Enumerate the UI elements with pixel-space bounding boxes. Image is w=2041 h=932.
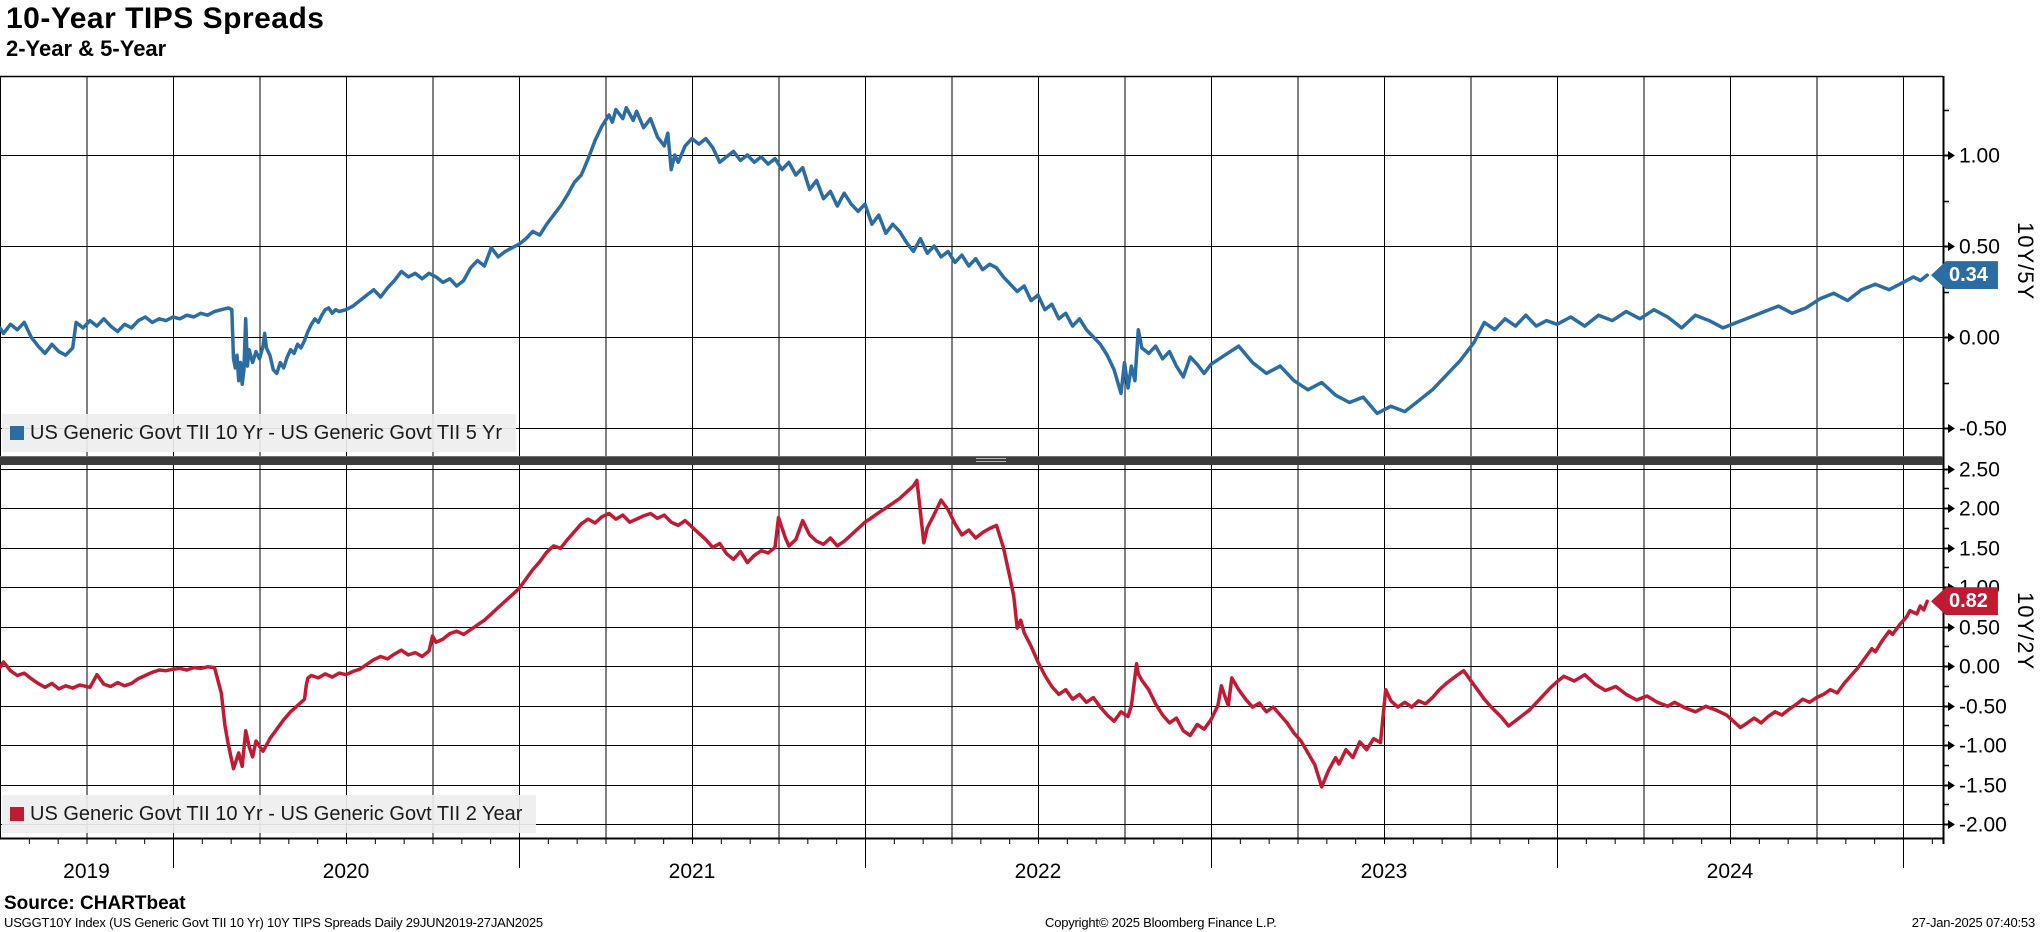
year-label: 2021: [669, 860, 716, 883]
y-tick-label: -0.50: [1959, 696, 2007, 719]
y-tick-arrow: [1943, 242, 1955, 251]
year-label: 2022: [1015, 860, 1062, 883]
year-label: 2024: [1707, 860, 1754, 883]
legend-label-top: US Generic Govt TII 10 Yr - US Generic G…: [30, 421, 503, 444]
panel-divider: [0, 456, 1943, 465]
y-tick-arrow: [1943, 623, 1955, 632]
x-axis-labels: 2019 2020 2021 2022 2023 2024: [63, 860, 1754, 883]
y-tick-arrow: [1943, 504, 1955, 513]
y-tick-arrow: [1943, 151, 1955, 160]
y-tick-arrow: [1943, 702, 1955, 711]
y-tick-label: -2.00: [1959, 814, 2007, 837]
y-tick-label: 0.00: [1959, 327, 2000, 350]
horizontal-gridlines-panel1: [0, 469, 1943, 825]
y-tick-arrow: [1943, 741, 1955, 750]
last-value-badge-10y5y: 0.34: [1931, 261, 1998, 290]
y-tick-arrow: [1943, 424, 1955, 433]
series-line-10y2y: [0, 478, 1929, 789]
y-tick-label: 0.50: [1959, 236, 2000, 259]
panel-resize-grip[interactable]: [976, 458, 1006, 464]
y-axis-ticks-panel1: 2.502.001.501.000.500.00-0.50-1.00-1.50-…: [1943, 459, 2007, 837]
year-label: 2020: [323, 860, 370, 883]
y-tick-label: -1.00: [1959, 735, 2007, 758]
y-tick-arrow: [1943, 544, 1955, 553]
y-tick-label: 1.00: [1959, 145, 2000, 168]
y-axis-title-top: 10Y/5Y: [2013, 222, 2038, 301]
y-tick-label: 2.00: [1959, 498, 2000, 521]
y-tick-arrow: [1943, 333, 1955, 342]
plot-frame: [0, 75, 1945, 844]
chart-subtitle: 2-Year & 5-Year: [6, 36, 167, 61]
y-tick-arrow: [1943, 781, 1955, 790]
y-axis-title-bottom: 10Y/2Y: [2013, 592, 2038, 671]
legend-top-panel: US Generic Govt TII 10 Yr - US Generic G…: [2, 414, 517, 452]
y-tick-label: 2.50: [1959, 459, 2000, 482]
ticker-description: USGGT10Y Index (US Generic Govt TII 10 Y…: [4, 915, 543, 930]
x-axis-ticks: [28, 838, 1933, 868]
y-tick-arrow: [1943, 820, 1955, 829]
y-tick-label: -1.50: [1959, 775, 2007, 798]
last-value-badge-10y2y: 0.82: [1931, 587, 1998, 616]
y-axis-ticks-panel0: 1.00 0.50 0.00 -0.50: [1943, 109, 2007, 441]
copyright-notice: Copyright© 2025 Bloomberg Finance L.P.: [1045, 915, 1277, 930]
y-tick-label: -0.50: [1959, 418, 2007, 441]
y-tick-arrow: [1943, 465, 1955, 474]
year-label: 2023: [1361, 860, 1408, 883]
year-label: 2019: [63, 860, 110, 883]
source-label: Source: CHARTbeat: [4, 893, 186, 914]
legend-bottom-panel: US Generic Govt TII 10 Yr - US Generic G…: [2, 795, 537, 833]
y-tick-label: 1.50: [1959, 538, 2000, 561]
horizontal-gridlines-panel0: [0, 155, 1943, 429]
timestamp: 27-Jan-2025 07:40:53: [1911, 915, 2035, 930]
y-tick-arrow: [1943, 662, 1955, 671]
y-tick-label: 0.00: [1959, 656, 2000, 679]
legend-swatch-blue: [10, 426, 24, 440]
legend-label-bottom: US Generic Govt TII 10 Yr - US Generic G…: [30, 802, 523, 825]
series-line-10y5y: [0, 105, 1929, 416]
chart-title: 10-Year TIPS Spreads: [6, 2, 325, 35]
y-tick-label: 0.50: [1959, 617, 2000, 640]
legend-swatch-red: [10, 807, 24, 821]
